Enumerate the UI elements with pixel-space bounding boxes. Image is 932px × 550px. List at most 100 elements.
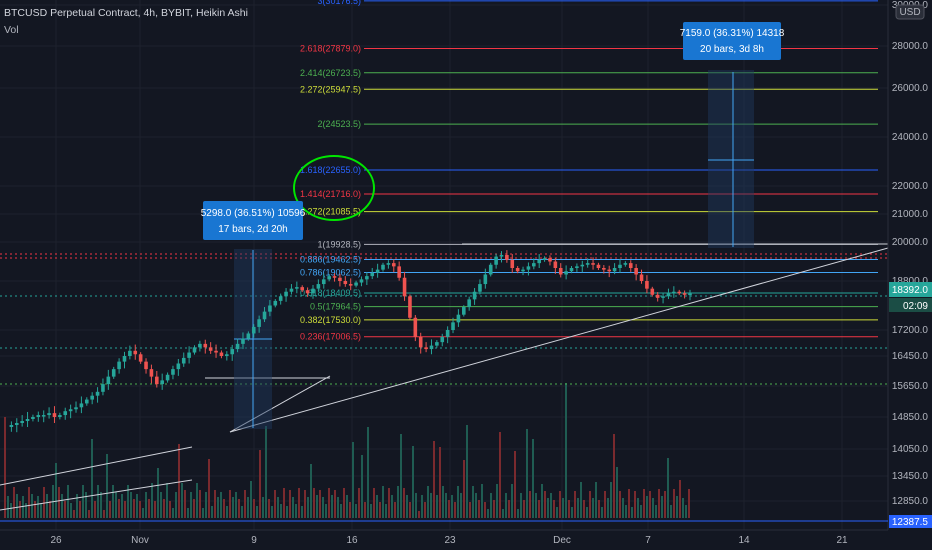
price-tick-label: 16450.0 bbox=[892, 351, 929, 362]
volume-bar bbox=[436, 495, 438, 518]
volume-bar bbox=[475, 493, 477, 518]
volume-bar bbox=[178, 444, 180, 518]
price-tick-label: 22000.0 bbox=[892, 181, 929, 192]
volume-bar bbox=[481, 484, 483, 518]
candle-body bbox=[273, 300, 278, 306]
time-axis-panel bbox=[0, 530, 888, 550]
volume-bar bbox=[616, 467, 618, 518]
candle-body bbox=[505, 255, 509, 260]
price-tick-label: 12850.0 bbox=[892, 496, 929, 507]
volume-bar bbox=[148, 499, 150, 518]
price-tick-label: 13450.0 bbox=[892, 471, 929, 482]
fib-level-label: 2.272(25947.5) bbox=[300, 84, 361, 94]
candle-body bbox=[25, 419, 30, 421]
volume-bar bbox=[499, 432, 501, 518]
volume-bar bbox=[568, 500, 570, 518]
volume-bar bbox=[643, 489, 645, 518]
chart-annotations[interactable]: 5298.0 (36.51%) 10596 17 bars, 2d 20h 7159… bbox=[0, 22, 889, 511]
volume-bar bbox=[430, 493, 432, 518]
candle-body bbox=[101, 384, 105, 392]
candle-body bbox=[542, 258, 547, 260]
candle-body bbox=[461, 307, 466, 315]
volume-bar bbox=[19, 501, 21, 518]
volume-bar bbox=[424, 502, 426, 518]
volume-bar bbox=[526, 429, 528, 518]
candle-body bbox=[381, 264, 385, 270]
fibonacci-extension[interactable]: 3(30176.5) 2.618(27879.0) 2.414(26723.5) 2.… bbox=[300, 0, 878, 342]
volume-bar bbox=[583, 500, 585, 518]
candle-body bbox=[391, 263, 396, 267]
fib-level-label: 0.618(18409.5) bbox=[300, 288, 361, 298]
candle-body bbox=[591, 263, 595, 265]
volume-bar bbox=[196, 483, 198, 518]
volume-bar bbox=[13, 487, 15, 518]
candle-body bbox=[548, 258, 552, 262]
volume-bar bbox=[652, 498, 654, 518]
candle-body bbox=[268, 305, 272, 312]
volume-bar bbox=[613, 434, 615, 518]
volume-bar bbox=[388, 488, 390, 518]
candle-body bbox=[52, 413, 57, 417]
volume-bar bbox=[124, 501, 126, 518]
volume-bar bbox=[454, 502, 456, 518]
volume-bar bbox=[373, 488, 375, 518]
volume-bar bbox=[145, 492, 147, 518]
volume-bar bbox=[667, 458, 669, 518]
volume-bar bbox=[427, 486, 429, 518]
candle-body bbox=[553, 261, 558, 268]
volume-bar bbox=[469, 502, 471, 518]
volume-bar bbox=[484, 502, 486, 518]
candle-body bbox=[160, 380, 164, 385]
volume-bar bbox=[631, 507, 633, 518]
candle-body bbox=[494, 256, 498, 265]
volume-bar bbox=[187, 508, 189, 518]
volume-bar bbox=[139, 501, 141, 518]
volume-bar bbox=[535, 493, 537, 518]
volume-bar bbox=[136, 494, 138, 518]
candle-body bbox=[295, 287, 299, 289]
volume-bar bbox=[346, 495, 348, 518]
candle-body bbox=[628, 263, 633, 268]
volume-bar bbox=[169, 501, 171, 518]
price-tick-label: 24000.0 bbox=[892, 132, 929, 143]
volume-bar bbox=[241, 506, 243, 518]
fib-level-label: 3(30176.5) bbox=[317, 0, 361, 6]
volume-bar bbox=[118, 499, 120, 518]
measure-label-2-line2: 20 bars, 3d 8h bbox=[700, 44, 764, 55]
volume-indicator-label[interactable]: Vol bbox=[4, 24, 19, 36]
volume-bar bbox=[352, 442, 354, 518]
price-tick-label: 21000.0 bbox=[892, 209, 929, 220]
volume-bar bbox=[154, 501, 156, 518]
candle-body bbox=[198, 343, 202, 348]
candle-body bbox=[456, 314, 461, 323]
volume-bar bbox=[211, 506, 213, 518]
volume-bar bbox=[58, 487, 60, 518]
volume-bar bbox=[31, 494, 33, 518]
countdown-badge bbox=[889, 298, 932, 312]
volume-bar bbox=[46, 494, 48, 518]
volume-bar bbox=[286, 506, 288, 518]
volume-bar bbox=[94, 501, 96, 518]
price-tick-label: 20000.0 bbox=[892, 237, 929, 248]
candle-body bbox=[181, 357, 186, 364]
volume-bar bbox=[544, 491, 546, 518]
volume-bar bbox=[574, 491, 576, 518]
candle-body bbox=[408, 296, 412, 318]
candle-body bbox=[14, 423, 19, 425]
time-tick-label: 21 bbox=[836, 535, 848, 546]
volume-bar bbox=[682, 498, 684, 518]
volume-bar bbox=[673, 489, 675, 518]
volume-bar bbox=[577, 498, 579, 518]
volume-bar bbox=[559, 491, 561, 518]
volume-bar bbox=[238, 499, 240, 518]
candle-body bbox=[187, 352, 191, 358]
candle-body bbox=[564, 271, 568, 275]
volume-bar bbox=[661, 496, 663, 518]
symbol-title[interactable]: BTCUSD Perpetual Contract, 4h, BYBIT, He… bbox=[4, 7, 248, 19]
candle-body bbox=[666, 293, 671, 297]
candle-body bbox=[327, 276, 331, 280]
volume-bar bbox=[175, 492, 177, 518]
candle-body bbox=[585, 263, 590, 265]
